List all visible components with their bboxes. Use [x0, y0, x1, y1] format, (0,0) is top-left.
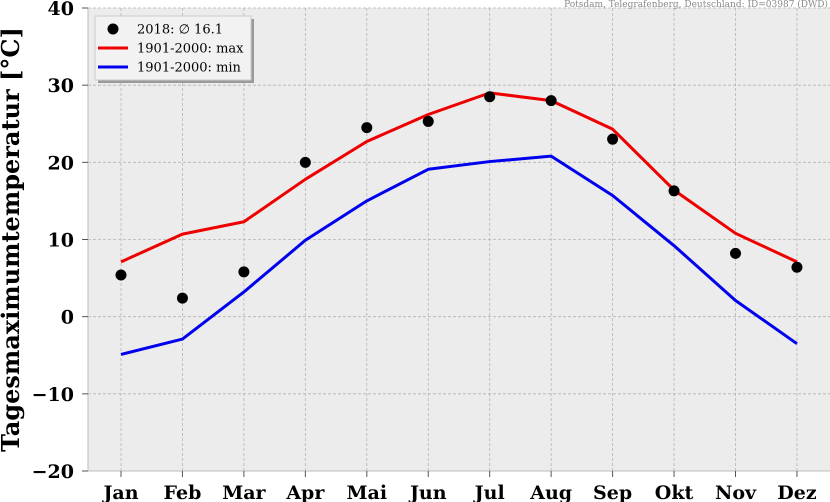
legend-label: 1901-2000: min: [137, 61, 242, 76]
y-tick-labels: 40 30 20 10 0 −10 −20: [32, 0, 88, 483]
data-point-2018: [422, 115, 434, 127]
x-tick-label: Aug: [529, 482, 572, 502]
x-tick-label: Feb: [164, 482, 202, 502]
data-point-2018: [299, 156, 311, 168]
data-point-2018: [484, 91, 496, 103]
x-tick-label: Sep: [593, 482, 632, 502]
y-tick-label: 20: [48, 152, 74, 174]
series-layer: [115, 91, 803, 356]
y-tick-label: −10: [32, 384, 74, 406]
source-note: Potsdam, Telegrafenberg, Deutschland: ID…: [564, 0, 828, 10]
y-tick-label: 40: [48, 0, 74, 20]
y-tick-label: 0: [61, 307, 74, 329]
y-axis-label: Tagesmaximumtemperatur [°C]: [0, 27, 25, 452]
legend-label: 2018: ∅ 16.1: [137, 23, 223, 38]
x-tick-label: Mai: [347, 482, 388, 502]
min-series-line: [120, 154, 798, 356]
x-tick-labels: Jan Feb Mar Apr Mai Jun Jul Aug Sep Okt Nov Dez: [101, 471, 817, 502]
data-point-2018: [238, 266, 250, 278]
data-point-2018: [791, 261, 803, 273]
x-tick-label: Jan: [101, 482, 138, 502]
y-tick-label: −20: [32, 461, 74, 483]
y-tick-label: 30: [48, 75, 74, 97]
data-point-2018: [730, 247, 741, 259]
x-tick-label: Jun: [408, 482, 447, 502]
x-tick-label: Dez: [777, 482, 817, 502]
data-point-2018: [668, 185, 680, 197]
max-series-line: [120, 91, 798, 264]
x-tick-label: Jul: [473, 482, 505, 502]
x-tick-label: Nov: [715, 482, 757, 502]
x-tick-label: Apr: [285, 482, 325, 502]
legend-label: 1901-2000: max: [137, 42, 244, 57]
data-point-2018: [115, 269, 127, 281]
legend: 2018: ∅ 16.1 1901-2000: max 1901-2000: min: [94, 15, 254, 83]
data-point-2018: [361, 122, 373, 134]
x-tick-label: Okt: [655, 482, 694, 502]
data-point-2018: [176, 292, 188, 304]
legend-marker-2018: [107, 23, 119, 35]
x-tick-label: Mar: [222, 482, 266, 502]
data-point-2018: [607, 133, 619, 145]
y-tick-label: 10: [48, 230, 74, 252]
data-point-2018: [545, 95, 557, 107]
